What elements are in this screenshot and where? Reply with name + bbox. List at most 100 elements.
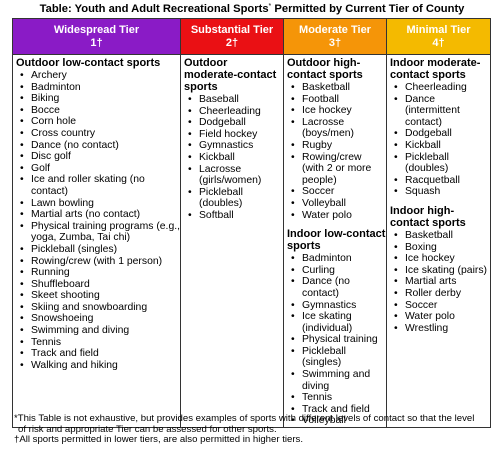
tier-number: 3† [328,36,342,49]
tier-cell-widespread: Outdoor low-contact sportsArcheryBadmint… [12,53,181,429]
sport-item: Gymnastics [184,140,283,152]
section-title: Indoor high-contact sports [390,204,466,229]
sport-item: Dodgeball [184,117,283,129]
sport-list: ArcheryBadmintonBikingBocceCorn holeCros… [16,70,180,371]
sport-item: Squash [390,186,490,198]
footnote-asterisk-continued: of risk and appropriate Tier can be asse… [18,423,277,435]
sport-item: Cheerleading [184,106,283,118]
sport-item: Roller derby [390,288,490,300]
sport-item: Track and field [16,348,180,360]
sport-item: Cross country [16,128,180,140]
sport-item: Soccer [287,186,386,198]
sport-item: Softball [184,210,283,222]
title-text: Table: Youth and Adult Recreational Spor… [39,3,269,15]
tier-cell-substantial: Outdoor moderate-contact sportsBaseballC… [180,53,284,429]
sport-item: Pickleball (doubles) [184,187,283,210]
sport-item: Rowing/crew (with 1 person) [16,256,180,268]
sport-item: Basketball [390,230,490,242]
sport-item: Gymnastics [287,300,386,312]
sport-item: Track and field [287,404,386,416]
sport-item: Lacrosse (boys/men) [287,117,386,140]
footnotes: *This Table is not exhaustive, but provi… [14,413,490,446]
sport-item: Volleyball [287,198,386,210]
sport-item: Pickleball (singles) [287,346,386,369]
title-asterisk: * [268,3,272,10]
sport-item: Dodgeball [390,128,490,140]
sport-item: Rowing/crew (with 2 or more people) [287,152,386,187]
sport-item: Snowshoeing [16,313,180,325]
sport-item: Martial arts (no contact) [16,209,180,221]
sport-item: Skeet shooting [16,290,180,302]
tier-name: Minimal Tier [406,23,471,36]
section-title: Outdoor low-contact sports [16,57,161,69]
sport-item: Lacrosse (girls/women) [184,164,283,187]
title-text-rest: Permitted by Current Tier of County [271,3,465,15]
sport-item: Archery [16,70,180,82]
sport-item: Water polo [390,311,490,323]
sport-item: Pickleball (singles) [16,244,180,256]
tier-content-row: Outdoor low-contact sportsArcheryBadmint… [12,53,491,429]
sport-item: Badminton [287,253,386,265]
tier-cell-minimal: Indoor moderate-contact sportsCheerleadi… [386,53,491,429]
sport-item: Ice skating (individual) [287,311,386,334]
sport-item: Volleyball [287,415,386,427]
section-title: Indoor moderate-contact sports [390,57,481,81]
sport-item: Walking and hiking [16,360,180,372]
sport-item: Dance (no contact) [16,140,180,152]
sport-item: Cheerleading [390,82,490,94]
tier-number: 4† [432,36,445,49]
sport-item: Swimming and diving [287,369,386,392]
tier-number: 2† [225,36,239,49]
sport-item: Golf [16,163,180,175]
sport-item: Ice skating (pairs) [390,265,490,277]
sport-item: Basketball [287,82,386,94]
sport-item: Water polo [287,210,386,222]
sport-item: Boxing [390,242,490,254]
sport-item: Running [16,267,180,279]
sport-item: Martial arts [390,276,490,288]
sport-list: BasketballBoxingIce hockeyIce skating (p… [390,230,490,334]
tier-header-moderate: Moderate Tier 3† [283,18,387,55]
sport-item: Shuffleboard [16,279,180,291]
section-title: Outdoor moderate-contact sports [184,57,277,93]
sport-item: Kickball [184,152,283,164]
sport-item: Pickleball (doubles) [390,152,490,175]
section-title: Outdoor high-contact sports [287,57,363,81]
sport-item: Badminton [16,82,180,94]
tier-header-substantial: Substantial Tier 2† [180,18,284,55]
sport-item: Ice and roller skating (no contact) [16,174,180,197]
sport-item: Wrestling [390,323,490,335]
page-title: Table: Youth and Adult Recreational Spor… [12,3,492,15]
sport-item: Tennis [16,337,180,349]
tier-table: Widespread Tier 1† Substantial Tier 2† M… [12,18,491,429]
sport-list: BaseballCheerleadingDodgeballField hocke… [184,94,283,222]
sport-item: Football [287,94,386,106]
tier-name: Widespread Tier [53,23,140,36]
tier-name: Substantial Tier [190,23,274,36]
sport-item: Bocce [16,105,180,117]
sport-item: Ice hockey [287,105,386,117]
tier-header-widespread: Widespread Tier 1† [12,18,181,55]
sport-item: Disc golf [16,151,180,163]
sport-item: Soccer [390,300,490,312]
section-title: Indoor low-contact sports [287,228,386,253]
sport-item: Kickball [390,140,490,152]
tier-name: Moderate Tier [299,23,371,36]
sport-item: Swimming and diving [16,325,180,337]
sport-item: Biking [16,93,180,105]
footnote-asterisk: *This Table is not exhaustive, but provi… [14,413,475,424]
tier-header-minimal: Minimal Tier 4† [386,18,491,55]
sport-list: BasketballFootballIce hockeyLacrosse (bo… [287,82,386,221]
sport-item: Physical training programs (e.g., yoga, … [16,221,180,244]
tier-header-row: Widespread Tier 1† Substantial Tier 2† M… [12,18,491,55]
sport-item: Dance (no contact) [287,276,386,299]
sport-item: Rugby [287,140,386,152]
sport-item: Physical training [287,334,386,346]
sport-item: Tennis [287,392,386,404]
sport-item: Curling [287,265,386,277]
sport-list: BadmintonCurlingDance (no contact)Gymnas… [287,253,386,427]
sport-item: Corn hole [16,116,180,128]
sport-list: CheerleadingDance (intermittent contact)… [390,82,490,198]
sport-item: Baseball [184,94,283,106]
tier-number: 1† [90,36,103,49]
